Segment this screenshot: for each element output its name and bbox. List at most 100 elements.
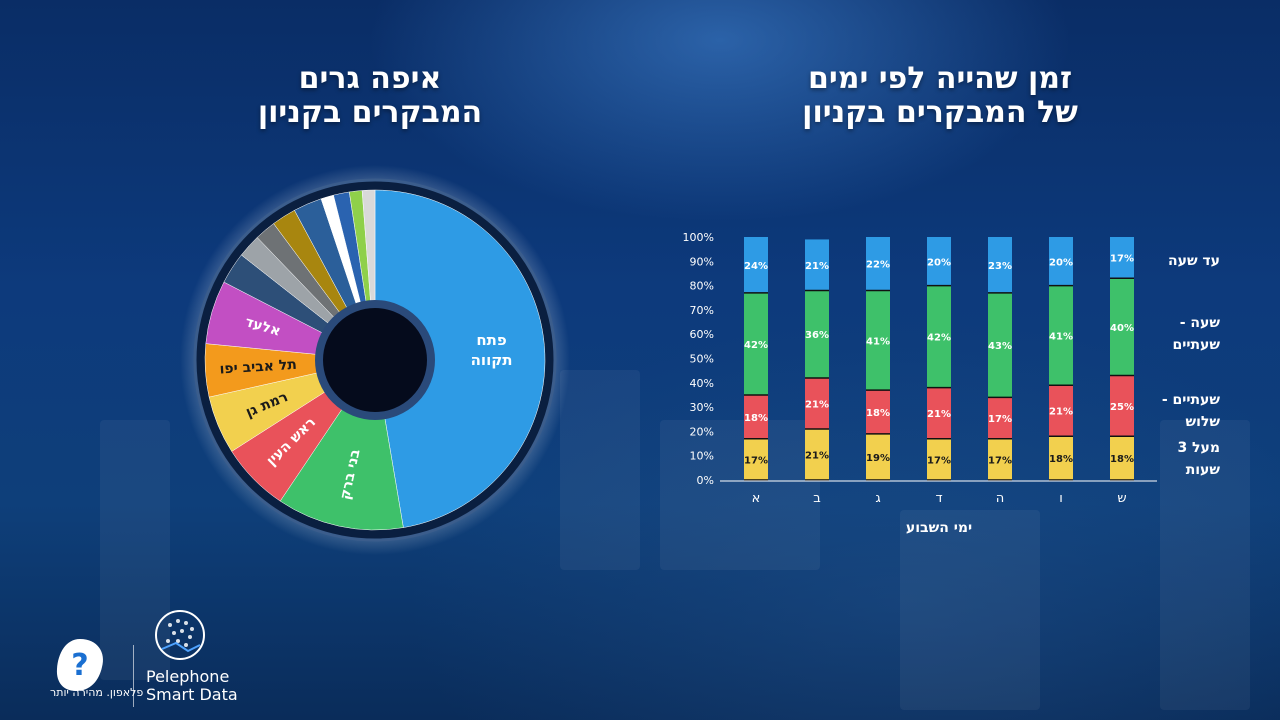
legend-label-line: מעל 3 — [1177, 440, 1220, 457]
y-tick-label: 70% — [690, 304, 714, 317]
smart-data-line2: Smart Data — [146, 685, 238, 704]
x-tick-label: ש — [1117, 491, 1126, 506]
bar-segment — [1049, 385, 1073, 437]
bar-data-label: 21% — [805, 261, 829, 272]
x-tick-label: ד — [935, 491, 942, 506]
bar-segment — [927, 285, 951, 388]
bar-segment — [805, 428, 829, 480]
pie-slice-label: פתח תקווה — [471, 331, 513, 369]
bar-data-label: 17% — [927, 455, 951, 466]
background-mannequin — [100, 420, 170, 680]
legend-label-line: שעתיים — [1172, 337, 1221, 354]
bar-segment — [927, 387, 951, 439]
y-tick-label: 50% — [690, 353, 714, 366]
x-tick-label: ב — [813, 491, 821, 506]
y-tick-label: 30% — [690, 401, 714, 414]
bar-data-label: 17% — [988, 455, 1012, 466]
pelephone-logo-icon: ? — [56, 639, 104, 691]
bar-segment — [805, 290, 829, 378]
bar-segment — [866, 290, 890, 391]
bar-data-label: 18% — [1049, 454, 1073, 465]
y-tick-label: 10% — [690, 450, 714, 463]
bar-data-label: 17% — [744, 455, 768, 466]
bar-segment — [988, 438, 1012, 480]
bar-segment — [866, 390, 890, 434]
y-tick-label: 100% — [683, 231, 714, 244]
legend-label-line: שעות — [1185, 462, 1220, 479]
bar-segment — [988, 237, 1012, 293]
bar-data-label: 18% — [744, 413, 768, 424]
x-axis-title: ימי השבוע — [906, 520, 972, 536]
bar-segment — [744, 237, 768, 293]
y-tick-label: 0% — [697, 474, 714, 487]
svg-text:?: ? — [71, 648, 88, 683]
pie-slice-label: תל אביב יפו — [219, 357, 297, 378]
y-tick-label: 60% — [690, 328, 714, 341]
bar-data-label: 41% — [866, 336, 890, 347]
bar-segment — [1049, 237, 1073, 286]
bar-data-label: 43% — [988, 341, 1012, 352]
x-tick-label: ה — [996, 491, 1005, 506]
pelephone-tagline: פלאפון. מהירה יותר — [50, 686, 144, 699]
pie-chart-title: איפה גרים המבקרים בקניון — [190, 62, 550, 130]
bar-segment — [805, 377, 829, 429]
bar-data-label: 20% — [927, 257, 951, 268]
legend-label-line: שעתיים - — [1161, 391, 1220, 408]
bar-segment — [1110, 375, 1134, 437]
bar-segment — [1049, 436, 1073, 480]
x-tick-label: ג — [875, 491, 880, 506]
pie-title-line1: איפה גרים — [298, 61, 442, 96]
bar-segment — [866, 237, 890, 291]
bar-segment — [805, 239, 829, 291]
bar-segment — [927, 237, 951, 286]
bar-data-label: 24% — [744, 261, 768, 272]
bar-data-label: 20% — [1049, 257, 1073, 268]
bar-segment — [927, 438, 951, 480]
bar-segment — [744, 394, 768, 439]
bar-chart-title: זמן שהייה לפי ימים של המבקרים בקניון — [740, 62, 1140, 130]
legend-label-line: שלוש — [1185, 413, 1220, 430]
bar-segment — [1110, 237, 1134, 279]
bar-data-label: 17% — [988, 414, 1012, 425]
background-rack — [560, 370, 640, 570]
stay-duration-bar-chart: 0% 10% 20% 30% 40% 50% 60% 70% 80% 90% 100% 17% 18%… — [683, 231, 1157, 536]
background-mannequin — [900, 510, 1040, 710]
bar-segment — [1049, 285, 1073, 386]
bar-segment — [1110, 278, 1134, 376]
bar-title-line1: זמן שהייה לפי ימים — [808, 61, 1072, 96]
y-tick-label: 80% — [690, 280, 714, 293]
bar-data-label: 18% — [1110, 454, 1134, 465]
legend-label: שעה - שעתיים — [1110, 312, 1221, 356]
bar-segment — [744, 438, 768, 480]
bar-segment — [988, 397, 1012, 439]
legend-label: שעתיים - שלוש — [1110, 389, 1220, 433]
x-tick-label: ו — [1059, 491, 1063, 506]
bar-title-line2: של המבקרים בקניון — [802, 95, 1078, 130]
bar-data-label: 42% — [927, 333, 951, 344]
bar-data-label: 18% — [866, 408, 890, 419]
bar-data-label: 25% — [1110, 402, 1134, 413]
bar-data-label: 17% — [1110, 254, 1134, 265]
bar-data-label: 21% — [805, 399, 829, 410]
smart-data-line1: Pelephone — [146, 667, 230, 686]
branding: ? — [50, 605, 230, 715]
y-tick-label: 20% — [690, 425, 714, 438]
y-tick-label: 90% — [690, 255, 714, 268]
x-tick-label: א — [752, 491, 761, 506]
bar-data-label: 19% — [866, 453, 890, 464]
bar-data-label: 23% — [988, 261, 1012, 272]
bar-data-label: 40% — [1110, 323, 1134, 334]
bar-segment — [866, 433, 890, 480]
bar-data-label: 21% — [1049, 407, 1073, 418]
branding-divider — [133, 645, 134, 707]
legend-label-line: עד שעה — [1168, 253, 1220, 270]
bar-data-label: 42% — [744, 340, 768, 351]
y-tick-label: 40% — [690, 377, 714, 390]
legend-label: מעל 3 שעות — [1110, 437, 1220, 481]
background-mannequin — [1160, 420, 1250, 710]
legend-label: עד שעה — [1110, 250, 1220, 272]
smart-data-globe-icon — [155, 610, 205, 660]
bar-data-label: 22% — [866, 260, 890, 271]
smart-data-name: Pelephone Smart Data — [146, 668, 238, 704]
